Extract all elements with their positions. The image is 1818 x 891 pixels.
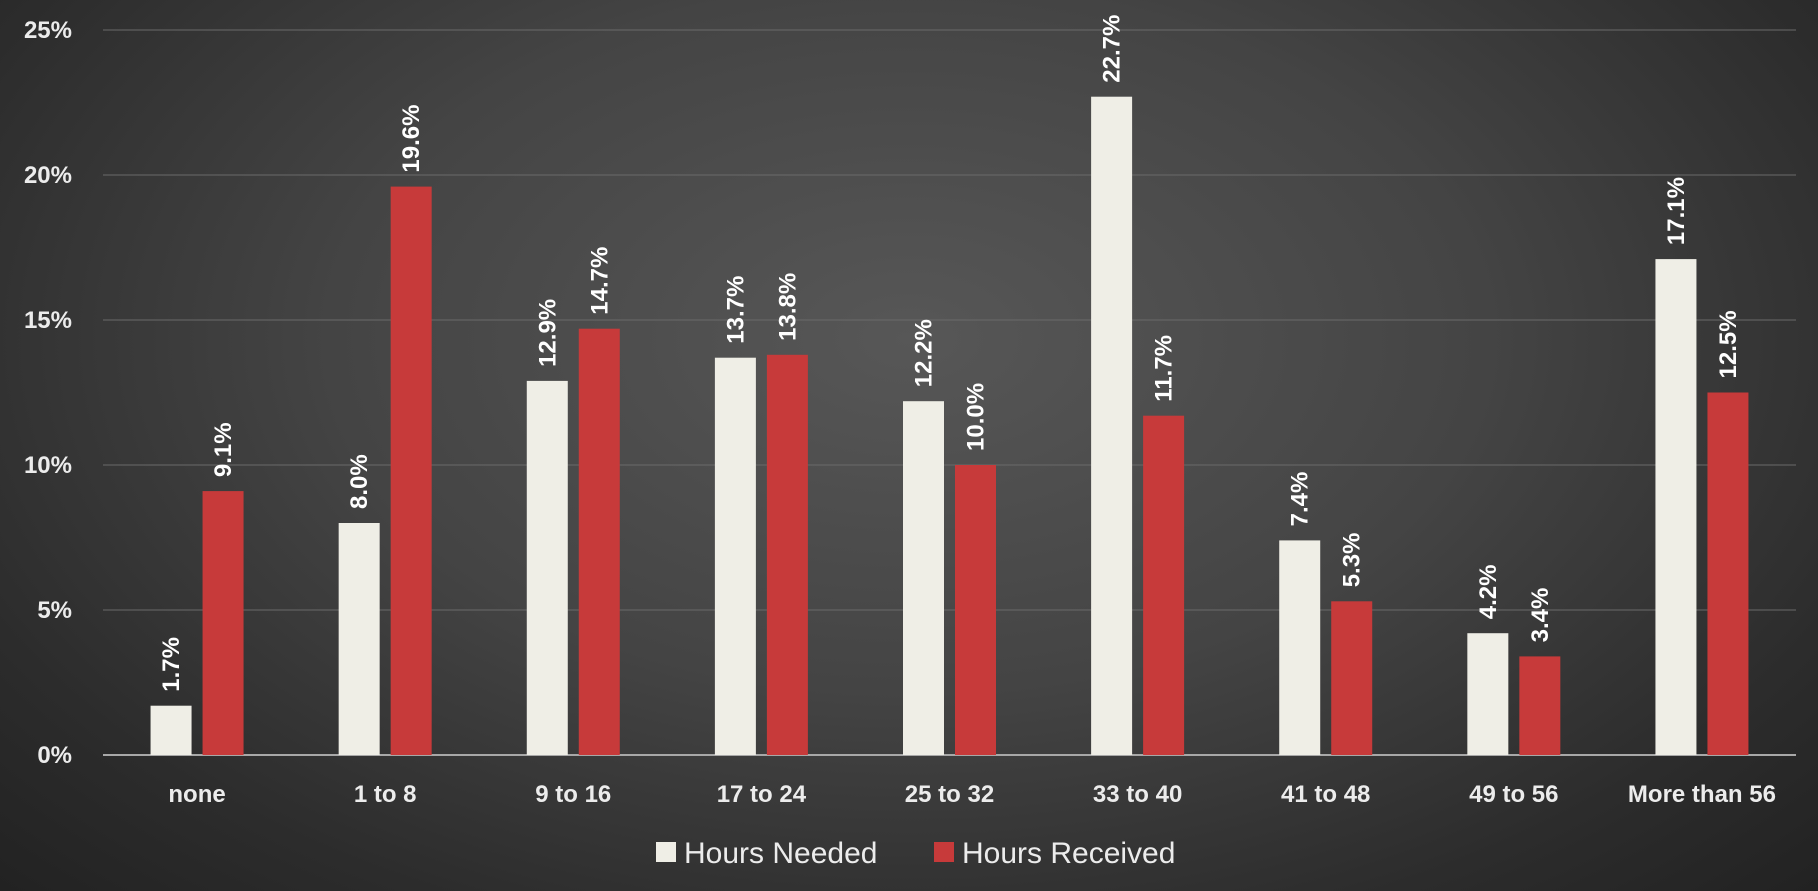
data-label: 5.3%	[1339, 533, 1366, 588]
bar-hours-received	[955, 465, 996, 755]
data-label: 9.1%	[210, 422, 237, 477]
bar-hours-needed	[338, 523, 380, 755]
x-tick-label: 1 to 8	[354, 781, 417, 808]
data-label: 17.1%	[1663, 177, 1690, 245]
bar-hours-received	[1143, 415, 1185, 755]
data-label: 12.2%	[911, 319, 938, 387]
data-label: 4.2%	[1475, 564, 1502, 619]
data-label: 14.7%	[586, 247, 613, 315]
bar-hours-needed	[1655, 259, 1697, 755]
x-tick-label: 49 to 56	[1469, 781, 1558, 808]
x-axis-ticks: none 1 to 8 9 to 16 17 to 24 25 to 32 33 to 4…	[168, 781, 1776, 808]
legend-swatch	[656, 842, 676, 862]
legend-label: Hours Received	[962, 837, 1175, 870]
y-tick-label: 25%	[24, 17, 72, 44]
y-tick-label: 10%	[24, 452, 72, 479]
x-tick-label: More than 56	[1628, 781, 1776, 808]
data-label: 19.6%	[398, 105, 425, 173]
bar-hours-needed	[1279, 540, 1321, 755]
x-tick-label: 41 to 48	[1281, 781, 1370, 808]
bar-hours-received	[766, 354, 808, 755]
data-label: 7.4%	[1287, 472, 1314, 527]
x-tick-label: 9 to 16	[535, 781, 611, 808]
legend-item-hours-received: Hours Received	[934, 837, 1175, 870]
x-tick-label: none	[168, 781, 225, 808]
legend-item-hours-needed: Hours Needed	[656, 837, 877, 870]
bar-hours-received	[1707, 392, 1749, 755]
bar-hours-received	[1331, 601, 1373, 755]
legend: Hours Needed Hours Received	[656, 837, 1175, 870]
x-tick-label: 25 to 32	[905, 781, 994, 808]
legend-label: Hours Needed	[684, 837, 877, 870]
y-tick-label: 5%	[37, 597, 72, 624]
bar-hours-needed	[1467, 633, 1509, 755]
bars	[150, 96, 1749, 756]
bar-hours-needed	[714, 357, 756, 755]
bar-hours-needed	[526, 380, 568, 755]
bar-hours-received	[390, 186, 432, 756]
bar-hours-needed	[1091, 96, 1133, 755]
bar-hours-received	[578, 328, 620, 755]
bar-hours-received	[202, 491, 244, 755]
y-tick-label: 20%	[24, 162, 72, 189]
data-label: 13.7%	[722, 276, 749, 344]
data-label: 10.0%	[963, 383, 990, 451]
y-tick-label: 15%	[24, 307, 72, 334]
data-label: 8.0%	[346, 454, 373, 509]
bar-hours-needed	[150, 705, 192, 755]
data-label: 11.7%	[1151, 335, 1178, 402]
x-tick-label: 33 to 40	[1093, 781, 1182, 808]
data-label: 12.5%	[1715, 310, 1742, 378]
gridlines	[103, 29, 1796, 756]
bar-hours-received	[1519, 656, 1561, 755]
y-axis-ticks: 0% 5% 10% 15% 20% 25%	[24, 17, 72, 769]
legend-swatch	[934, 842, 954, 862]
data-label: 3.4%	[1527, 588, 1554, 643]
x-tick-label: 17 to 24	[717, 781, 807, 808]
data-label: 13.8%	[774, 273, 801, 341]
data-label: 1.7%	[158, 637, 185, 692]
data-labels: 1.7% 9.1% 8.0% 19.6% 12.9% 14.7% 13.7% 13.8% 12.…	[158, 15, 1742, 692]
data-label: 22.7%	[1099, 15, 1126, 83]
data-label: 12.9%	[534, 299, 561, 367]
bar-hours-needed	[903, 401, 944, 755]
y-tick-label: 0%	[37, 742, 72, 769]
